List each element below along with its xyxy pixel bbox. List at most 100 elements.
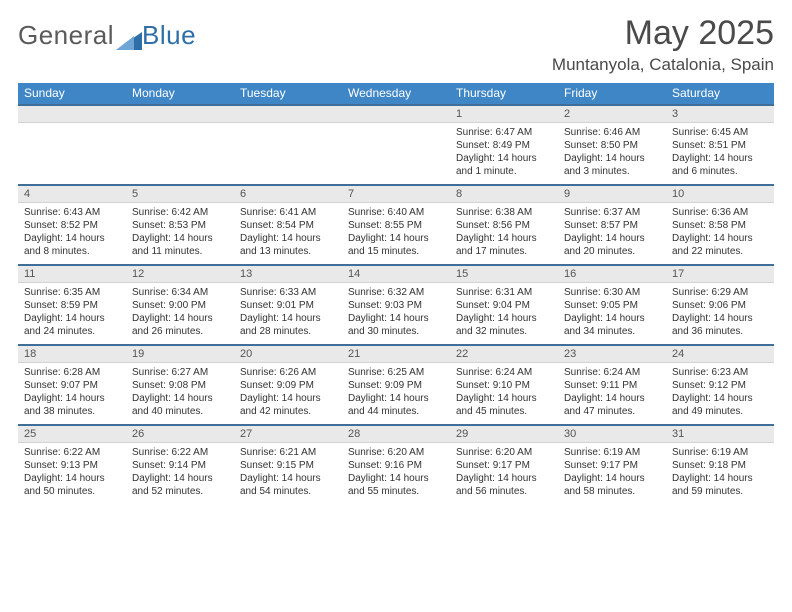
dow-monday: Monday	[126, 83, 234, 104]
day-number: 20	[234, 346, 342, 362]
day-number-row: 45678910	[18, 186, 774, 203]
weeks-container: 123Sunrise: 6:47 AMSunset: 8:49 PMDaylig…	[18, 104, 774, 504]
day-line: Sunset: 8:52 PM	[24, 219, 120, 232]
day-cell: Sunrise: 6:42 AMSunset: 8:53 PMDaylight:…	[126, 203, 234, 264]
day-number: 27	[234, 426, 342, 442]
day-line: Sunset: 9:06 PM	[672, 299, 768, 312]
day-number: 17	[666, 266, 774, 282]
info-row: Sunrise: 6:22 AMSunset: 9:13 PMDaylight:…	[18, 443, 774, 504]
day-line: Daylight: 14 hours and 22 minutes.	[672, 232, 768, 258]
day-cell: Sunrise: 6:30 AMSunset: 9:05 PMDaylight:…	[558, 283, 666, 344]
day-number: 7	[342, 186, 450, 202]
day-cell: Sunrise: 6:28 AMSunset: 9:07 PMDaylight:…	[18, 363, 126, 424]
day-line: Sunrise: 6:29 AM	[672, 286, 768, 299]
day-line: Sunrise: 6:26 AM	[240, 366, 336, 379]
day-line: Sunset: 9:13 PM	[24, 459, 120, 472]
day-cell: Sunrise: 6:36 AMSunset: 8:58 PMDaylight:…	[666, 203, 774, 264]
day-cell: Sunrise: 6:24 AMSunset: 9:11 PMDaylight:…	[558, 363, 666, 424]
brand-logo: General Blue	[18, 20, 196, 51]
day-cell: Sunrise: 6:21 AMSunset: 9:15 PMDaylight:…	[234, 443, 342, 504]
day-line: Sunrise: 6:24 AM	[564, 366, 660, 379]
day-line: Sunrise: 6:20 AM	[456, 446, 552, 459]
day-line: Daylight: 14 hours and 50 minutes.	[24, 472, 120, 498]
day-line: Sunset: 9:12 PM	[672, 379, 768, 392]
day-line: Sunset: 9:10 PM	[456, 379, 552, 392]
day-line: Daylight: 14 hours and 15 minutes.	[348, 232, 444, 258]
day-line: Sunset: 9:16 PM	[348, 459, 444, 472]
dow-thursday: Thursday	[450, 83, 558, 104]
day-line: Sunset: 9:18 PM	[672, 459, 768, 472]
day-number	[234, 106, 342, 122]
day-line: Sunset: 8:56 PM	[456, 219, 552, 232]
day-line: Daylight: 14 hours and 49 minutes.	[672, 392, 768, 418]
day-cell: Sunrise: 6:37 AMSunset: 8:57 PMDaylight:…	[558, 203, 666, 264]
day-cell: Sunrise: 6:29 AMSunset: 9:06 PMDaylight:…	[666, 283, 774, 344]
day-line: Sunrise: 6:40 AM	[348, 206, 444, 219]
day-line: Sunset: 9:14 PM	[132, 459, 228, 472]
day-number: 11	[18, 266, 126, 282]
day-line: Sunset: 8:57 PM	[564, 219, 660, 232]
day-number	[18, 106, 126, 122]
day-line: Sunset: 9:07 PM	[24, 379, 120, 392]
day-number: 5	[126, 186, 234, 202]
day-line: Sunrise: 6:19 AM	[564, 446, 660, 459]
day-number: 31	[666, 426, 774, 442]
day-line: Daylight: 14 hours and 20 minutes.	[564, 232, 660, 258]
day-number: 21	[342, 346, 450, 362]
day-line: Sunrise: 6:32 AM	[348, 286, 444, 299]
day-line: Daylight: 14 hours and 45 minutes.	[456, 392, 552, 418]
day-line: Sunrise: 6:28 AM	[24, 366, 120, 379]
day-line: Daylight: 14 hours and 8 minutes.	[24, 232, 120, 258]
day-number: 19	[126, 346, 234, 362]
day-number: 3	[666, 106, 774, 122]
info-row: Sunrise: 6:35 AMSunset: 8:59 PMDaylight:…	[18, 283, 774, 344]
day-line: Sunrise: 6:46 AM	[564, 126, 660, 139]
day-line: Sunrise: 6:24 AM	[456, 366, 552, 379]
day-line: Sunset: 9:17 PM	[456, 459, 552, 472]
dow-friday: Friday	[558, 83, 666, 104]
info-row: Sunrise: 6:43 AMSunset: 8:52 PMDaylight:…	[18, 203, 774, 264]
day-cell: Sunrise: 6:31 AMSunset: 9:04 PMDaylight:…	[450, 283, 558, 344]
day-number: 22	[450, 346, 558, 362]
day-line: Sunrise: 6:31 AM	[456, 286, 552, 299]
day-number: 30	[558, 426, 666, 442]
day-line: Sunset: 9:03 PM	[348, 299, 444, 312]
day-number: 6	[234, 186, 342, 202]
day-line: Sunset: 9:15 PM	[240, 459, 336, 472]
day-line: Sunset: 9:09 PM	[348, 379, 444, 392]
day-line: Daylight: 14 hours and 40 minutes.	[132, 392, 228, 418]
day-cell: Sunrise: 6:45 AMSunset: 8:51 PMDaylight:…	[666, 123, 774, 184]
day-line: Daylight: 14 hours and 42 minutes.	[240, 392, 336, 418]
dow-saturday: Saturday	[666, 83, 774, 104]
day-cell: Sunrise: 6:41 AMSunset: 8:54 PMDaylight:…	[234, 203, 342, 264]
day-cell	[126, 123, 234, 184]
day-number: 26	[126, 426, 234, 442]
day-line: Daylight: 14 hours and 30 minutes.	[348, 312, 444, 338]
day-line: Daylight: 14 hours and 26 minutes.	[132, 312, 228, 338]
day-line: Daylight: 14 hours and 54 minutes.	[240, 472, 336, 498]
day-number: 18	[18, 346, 126, 362]
info-row: Sunrise: 6:47 AMSunset: 8:49 PMDaylight:…	[18, 123, 774, 184]
brand-part1: General	[18, 20, 114, 51]
day-cell: Sunrise: 6:34 AMSunset: 9:00 PMDaylight:…	[126, 283, 234, 344]
day-cell	[342, 123, 450, 184]
day-cell: Sunrise: 6:26 AMSunset: 9:09 PMDaylight:…	[234, 363, 342, 424]
day-line: Sunset: 8:54 PM	[240, 219, 336, 232]
day-cell: Sunrise: 6:46 AMSunset: 8:50 PMDaylight:…	[558, 123, 666, 184]
day-cell: Sunrise: 6:22 AMSunset: 9:13 PMDaylight:…	[18, 443, 126, 504]
day-number: 14	[342, 266, 450, 282]
day-number: 4	[18, 186, 126, 202]
header: General Blue May 2025 Muntanyola, Catalo…	[18, 14, 774, 75]
day-line: Sunrise: 6:25 AM	[348, 366, 444, 379]
day-number: 9	[558, 186, 666, 202]
day-cell: Sunrise: 6:35 AMSunset: 8:59 PMDaylight:…	[18, 283, 126, 344]
day-number-row: 25262728293031	[18, 426, 774, 443]
day-line: Daylight: 14 hours and 32 minutes.	[456, 312, 552, 338]
day-line: Sunrise: 6:35 AM	[24, 286, 120, 299]
brand-part2: Blue	[142, 20, 196, 51]
day-number-row: 18192021222324	[18, 346, 774, 363]
day-line: Sunrise: 6:41 AM	[240, 206, 336, 219]
day-line: Sunrise: 6:38 AM	[456, 206, 552, 219]
day-line: Sunrise: 6:23 AM	[672, 366, 768, 379]
day-line: Daylight: 14 hours and 55 minutes.	[348, 472, 444, 498]
